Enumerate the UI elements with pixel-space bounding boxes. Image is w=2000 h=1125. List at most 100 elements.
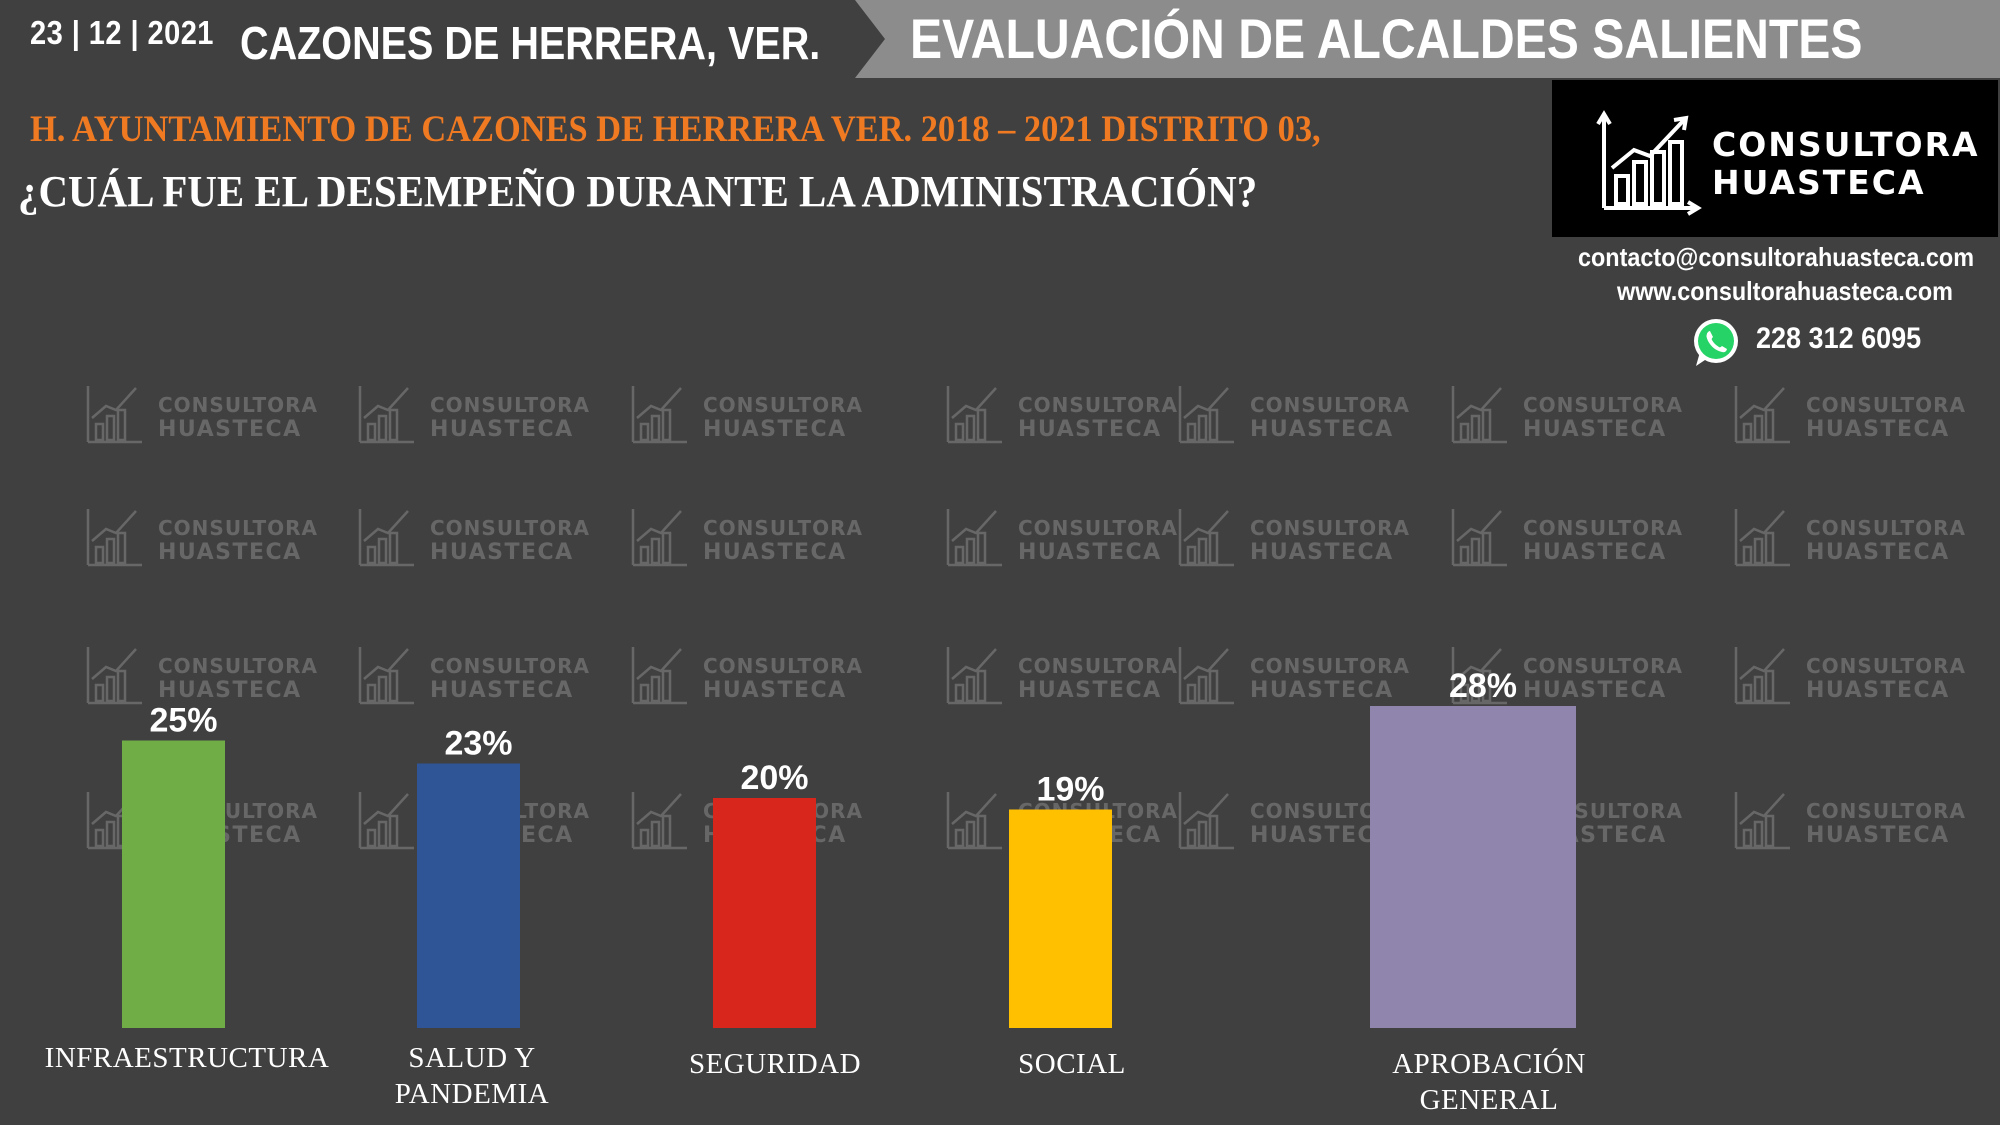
watermark-line-1: CONSULTORA [430, 516, 590, 540]
municipality-name: CAZONES DE HERRERA, VER. [240, 17, 821, 69]
watermark-line-2: HUASTECA [1250, 678, 1394, 703]
watermark-line-2: HUASTECA [703, 678, 847, 703]
bar-4 [1009, 809, 1112, 1028]
watermark-line-1: CONSULTORA [703, 654, 863, 678]
watermark-line-1: CONSULTORA [430, 654, 590, 678]
category-label: APROBACIÓN GENERAL [1289, 1046, 1689, 1118]
contact-website[interactable]: www.consultorahuasteca.com [1617, 276, 1953, 306]
bar-2 [417, 763, 520, 1028]
watermark-line-1: CONSULTORA [158, 654, 318, 678]
top-bar [0, 0, 2000, 78]
report-date: 23 | 12 | 2021 [30, 14, 214, 51]
watermark-line-1: CONSULTORA [1523, 393, 1683, 417]
watermark-line-2: HUASTECA [1806, 823, 1950, 848]
watermark-line-2: HUASTECA [703, 417, 847, 442]
watermark-line-2: HUASTECA [430, 678, 574, 703]
chart-subtitle: H. AYUNTAMIENTO DE CAZONES DE HERRERA VE… [30, 109, 1321, 150]
watermark-line-2: HUASTECA [1806, 678, 1950, 703]
watermark-line-1: CONSULTORA [1018, 516, 1178, 540]
watermark-line-2: HUASTECA [1523, 540, 1667, 565]
bar-value-label: 23% [444, 725, 512, 763]
watermark-line-1: CONSULTORA [1806, 516, 1966, 540]
category-label-line: PANDEMIA [394, 1078, 550, 1110]
bar-value-label: 25% [149, 702, 217, 740]
watermark-line-2: HUASTECA [158, 678, 302, 703]
category-label-line: APROBACIÓN [1392, 1048, 1586, 1080]
watermark-line-1: CONSULTORA [158, 516, 318, 540]
watermark-line-2: HUASTECA [158, 540, 302, 565]
contact-phone[interactable]: 228 312 6095 [1756, 322, 1922, 355]
watermark-line-2: HUASTECA [1018, 417, 1162, 442]
watermark-line-1: CONSULTORA [1523, 516, 1683, 540]
bar-chart-growth-icon [1596, 110, 1702, 216]
watermark-line-2: HUASTECA [1806, 540, 1950, 565]
watermark-line-1: CONSULTORA [1250, 393, 1410, 417]
category-label-line: SALUD Y [408, 1042, 536, 1074]
whatsapp-icon [1694, 319, 1738, 366]
category-label-line: GENERAL [1419, 1084, 1559, 1116]
chart-question: ¿CUÁL FUE EL DESEMPEÑO DURANTE LA ADMINI… [18, 167, 1258, 216]
watermark-line-2: HUASTECA [1523, 417, 1667, 442]
watermark-line-1: CONSULTORA [1806, 799, 1966, 823]
watermark-line-2: HUASTECA [1523, 678, 1667, 703]
bar-value-label: 28% [1449, 667, 1517, 705]
category-label-line: INFRAESTRUCTURA [44, 1042, 330, 1074]
logo-line-1: CONSULTORA [1712, 125, 1980, 164]
watermark-line-2: HUASTECA [1806, 417, 1950, 442]
title-banner [855, 0, 2000, 78]
watermark-line-1: CONSULTORA [1250, 516, 1410, 540]
category-label-line: SEGURIDAD [688, 1048, 862, 1080]
company-logo: CONSULTORA HUASTECA [1552, 80, 1998, 237]
watermark-line-2: HUASTECA [158, 417, 302, 442]
logo-text: CONSULTORA HUASTECA [1712, 126, 1980, 202]
watermark-line-1: CONSULTORA [1018, 393, 1178, 417]
watermark-line-1: CONSULTORA [703, 516, 863, 540]
watermark-line-1: CONSULTORA [430, 393, 590, 417]
watermark-line-2: HUASTECA [1018, 678, 1162, 703]
watermark-line-1: CONSULTORA [703, 393, 863, 417]
watermark-line-1: CONSULTORA [1806, 393, 1966, 417]
banner-title: EVALUACIÓN DE ALCALDES SALIENTES [910, 7, 1863, 70]
contact-email[interactable]: contacto@consultorahuasteca.com [1578, 242, 1975, 272]
category-label-line: SOCIAL [1018, 1048, 1126, 1080]
bar-5 [1370, 706, 1576, 1028]
watermark-line-1: CONSULTORA [158, 393, 318, 417]
watermark-line-2: HUASTECA [430, 417, 574, 442]
watermark-line-1: CONSULTORA [1250, 654, 1410, 678]
bar-1 [122, 740, 225, 1028]
logo-line-2: HUASTECA [1712, 163, 1926, 202]
bar-value-label: 19% [1036, 771, 1104, 809]
bar-3 [713, 798, 816, 1028]
watermark-line-2: HUASTECA [1250, 823, 1394, 848]
bar-value-label: 20% [740, 759, 808, 797]
watermark-line-2: HUASTECA [1018, 540, 1162, 565]
category-label: SALUD Y PANDEMIA [272, 1040, 672, 1112]
watermark-line-1: CONSULTORA [1018, 654, 1178, 678]
category-label: SEGURIDAD [575, 1046, 975, 1082]
watermark-line-2: HUASTECA [1250, 417, 1394, 442]
category-label: SOCIAL [872, 1046, 1272, 1082]
watermark-line-1: CONSULTORA [1523, 654, 1683, 678]
watermark-line-2: HUASTECA [430, 540, 574, 565]
